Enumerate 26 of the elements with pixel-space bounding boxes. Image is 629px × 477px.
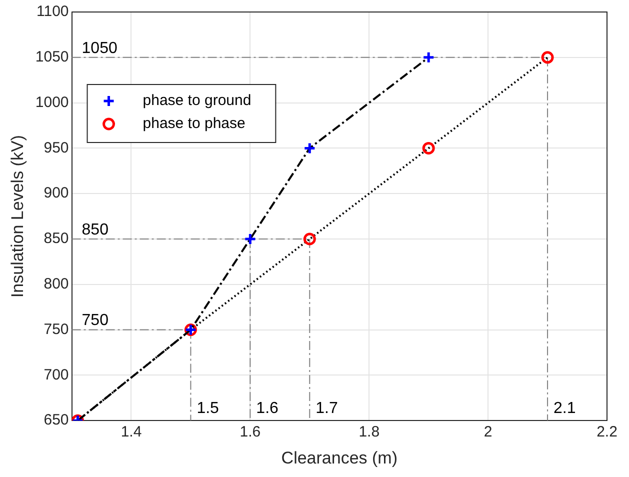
x-tick-label: 1.4 (120, 424, 142, 441)
y-tick-label: 950 (44, 139, 69, 156)
y-tick-label: 1000 (35, 94, 69, 111)
annotation: 1.5 (196, 400, 220, 418)
x-tick-label: 2 (484, 424, 492, 441)
y-tick-label: 850 (44, 230, 69, 248)
annotation: 1050 (82, 40, 118, 57)
x-tick-label: 1.6 (240, 424, 261, 441)
annotation: 850 (82, 221, 109, 238)
y-tick-label: 900 (44, 184, 69, 202)
y-tick-label: 650 (44, 412, 69, 429)
x-axis-title: Clearances (m) (281, 448, 398, 468)
y-tick-label: 1100 (36, 3, 69, 20)
y-tick-label: 750 (44, 320, 69, 338)
y-tick-label: 700 (44, 366, 69, 384)
annotation: 1.7 (316, 400, 338, 418)
y-tick-label: 1050 (35, 48, 69, 66)
legend-label: phase to phase (142, 115, 246, 132)
annotation: 750 (82, 312, 109, 330)
annotation: 2.1 (554, 400, 576, 418)
x-tick-label: 1.8 (358, 424, 380, 441)
y-tick-label: 800 (44, 276, 69, 293)
legend-label: phase to ground (142, 92, 252, 110)
x-tick-label: 2.2 (596, 424, 618, 441)
y-axis-title: Insulation Levels (kV) (8, 135, 27, 298)
annotation: 1.6 (256, 400, 279, 418)
